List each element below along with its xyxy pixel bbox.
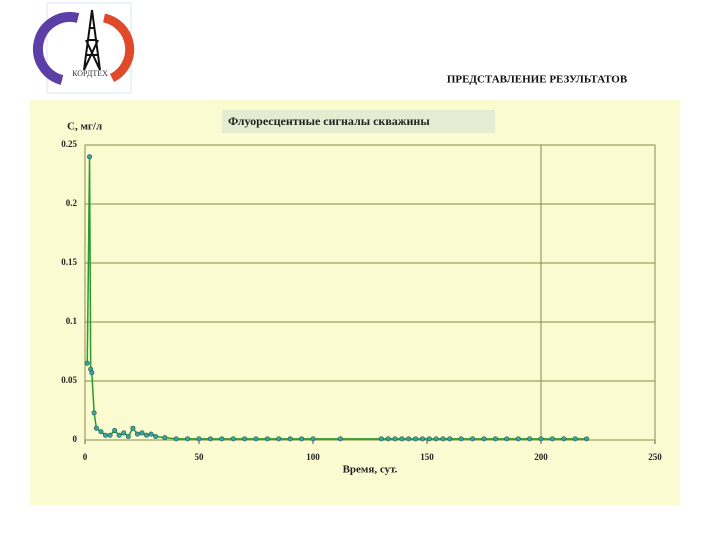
data-point xyxy=(91,410,97,416)
x-tick-label: 50 xyxy=(195,452,205,462)
data-point xyxy=(538,436,544,442)
logo: КОРДТЕХ xyxy=(33,2,135,94)
y-tick-label: 0.25 xyxy=(61,139,77,149)
data-point xyxy=(481,436,487,442)
data-point xyxy=(144,432,150,438)
x-tick-label: 0 xyxy=(83,452,88,462)
data-point xyxy=(112,428,118,434)
data-point xyxy=(162,435,168,441)
data-point xyxy=(125,433,131,439)
data-point xyxy=(287,436,293,442)
data-point xyxy=(299,436,305,442)
y-tick-label: 0.1 xyxy=(66,316,78,326)
data-point xyxy=(337,436,343,442)
data-point xyxy=(173,436,179,442)
data-point xyxy=(148,431,154,437)
data-point xyxy=(134,431,140,437)
data-point xyxy=(447,436,453,442)
data-point xyxy=(276,436,282,442)
data-point xyxy=(426,436,432,442)
y-tick-label: 0.05 xyxy=(61,375,77,385)
logo-arc-red xyxy=(102,13,135,83)
data-point xyxy=(419,436,425,442)
data-point xyxy=(264,436,270,442)
data-point xyxy=(492,436,498,442)
x-tick-label: 150 xyxy=(420,452,434,462)
x-tick-label: 200 xyxy=(534,452,548,462)
x-tick-label: 100 xyxy=(306,452,320,462)
logo-text: КОРДТЕХ xyxy=(72,69,108,78)
chart-title-box xyxy=(222,110,495,133)
data-point xyxy=(310,436,316,442)
data-point xyxy=(378,436,384,442)
data-point xyxy=(253,436,259,442)
data-point xyxy=(413,436,419,442)
data-point xyxy=(385,436,391,442)
data-point xyxy=(572,436,578,442)
data-point xyxy=(98,429,104,435)
data-point xyxy=(399,436,405,442)
data-point xyxy=(130,425,136,431)
data-point xyxy=(392,436,398,442)
data-point xyxy=(116,432,122,438)
data-point xyxy=(139,430,145,436)
y-axis-label: С, мг/л xyxy=(67,121,102,133)
data-point xyxy=(196,436,202,442)
data-point xyxy=(87,154,93,160)
data-point xyxy=(515,436,521,442)
data-point xyxy=(230,436,236,442)
x-axis-label: Время, сут. xyxy=(343,464,398,476)
logo-arc-blue xyxy=(33,12,80,85)
chart-panel xyxy=(30,100,680,505)
data-point xyxy=(470,436,476,442)
data-point xyxy=(103,432,109,438)
data-point xyxy=(561,436,567,442)
data-point xyxy=(458,436,464,442)
x-tick-label: 250 xyxy=(648,452,662,462)
logo-derrick xyxy=(83,9,101,71)
data-point xyxy=(84,360,90,366)
data-point xyxy=(504,436,510,442)
data-point xyxy=(93,425,99,431)
data-point xyxy=(584,436,590,442)
y-tick-label: 0.15 xyxy=(61,257,77,267)
plot-frame xyxy=(84,144,656,441)
data-point xyxy=(527,436,533,442)
y-tick-label: 0.2 xyxy=(66,198,78,208)
data-point xyxy=(153,433,159,439)
data-point xyxy=(219,436,225,442)
data-point xyxy=(107,432,113,438)
data-point xyxy=(121,430,127,436)
slide-title: ПРЕДСТАВЛЕНИЕ РЕЗУЛЬТАТОВ xyxy=(447,74,628,86)
y-tick-label: 0 xyxy=(73,434,78,444)
data-point xyxy=(242,436,248,442)
data-point xyxy=(89,370,95,376)
data-point xyxy=(185,436,191,442)
data-point xyxy=(207,436,213,442)
chart-title: Флуоресцентные сигналы скважины xyxy=(228,114,430,128)
data-point xyxy=(549,436,555,442)
data-point xyxy=(440,436,446,442)
data-point xyxy=(433,436,439,442)
data-point xyxy=(406,436,412,442)
